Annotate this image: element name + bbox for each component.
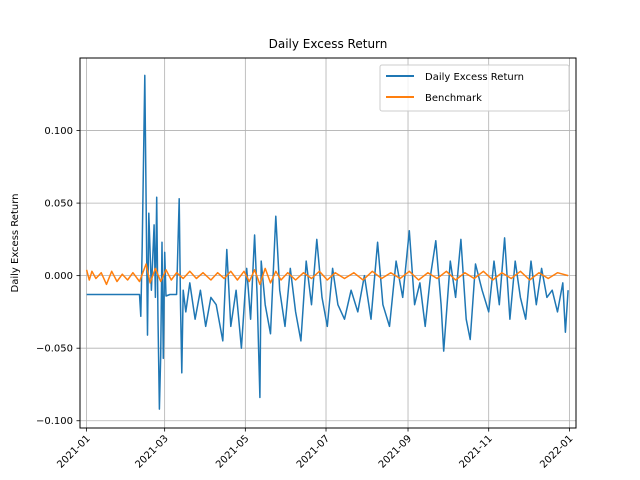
y-axis-label: Daily Excess Return	[10, 194, 21, 293]
plot-frame	[79, 57, 577, 429]
series-line-benchmark	[85, 263, 569, 286]
legend-label-daily-excess-return: Daily Excess Return	[425, 72, 524, 83]
y-tick-label: 0.100	[44, 126, 73, 137]
y-tick-label: 0.050	[44, 199, 73, 210]
chart-title: Daily Excess Return	[269, 37, 388, 51]
y-tick-label: −0.050	[36, 344, 73, 355]
legend-label-benchmark: Benchmark	[425, 93, 482, 104]
y-axis-ticks: −0.100 −0.050 0.000 0.050 0.100	[36, 126, 80, 427]
series-line-daily-excess-return	[86, 74, 569, 410]
legend: Daily Excess Return Benchmark	[379, 64, 570, 112]
series-lines	[85, 74, 569, 410]
y-tick-label: −0.100	[36, 416, 73, 427]
legend-frame	[379, 64, 570, 112]
y-tick-label: 0.000	[44, 271, 73, 282]
